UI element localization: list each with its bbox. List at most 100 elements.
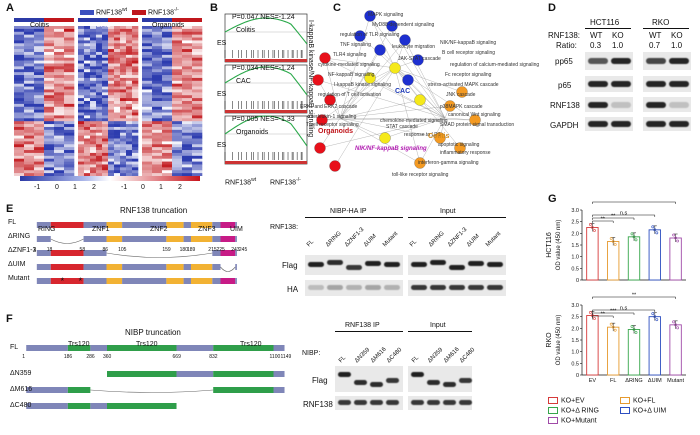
data-point xyxy=(611,240,615,243)
scale-tick: 2 xyxy=(178,184,182,191)
heatmap-group-colitis: Colitis xyxy=(30,22,50,29)
legend-text: KO+Δ RING xyxy=(561,407,599,415)
blot-band xyxy=(646,121,666,127)
data-point xyxy=(589,223,592,226)
panel-f-label: F xyxy=(6,313,13,325)
network-term: canonical Wnt signaling xyxy=(448,112,501,118)
blot-band xyxy=(386,400,399,405)
legend-swatch xyxy=(548,407,558,414)
lane-label: ΔC480 xyxy=(459,347,477,365)
blot-band xyxy=(327,260,343,265)
aa-position: 159 xyxy=(162,247,171,253)
y-tick-label: 3.0 xyxy=(571,303,579,309)
network-term: STAT cascade xyxy=(386,124,418,130)
aa-position: 225 xyxy=(216,247,225,253)
panel-c-label: C xyxy=(333,2,341,14)
network-term: regulation of TLR signaling xyxy=(340,32,400,38)
blot-band xyxy=(427,380,440,385)
blot-label: p65 xyxy=(558,81,572,90)
data-point xyxy=(609,237,613,240)
aa-position: 245 xyxy=(238,247,248,253)
data-point xyxy=(593,229,596,232)
significance-label: ** xyxy=(601,312,606,318)
domain-label: Trs120 xyxy=(136,341,158,348)
significance-label: *** xyxy=(610,309,617,315)
blot-label: RNF138 xyxy=(550,101,580,110)
y-tick-label: 0.5 xyxy=(571,361,579,367)
data-point xyxy=(613,328,617,332)
bar xyxy=(607,326,620,376)
data-point xyxy=(674,323,678,327)
blot-strip xyxy=(585,76,633,92)
network-term: JNK cascade xyxy=(446,92,476,98)
aa-position: 286 xyxy=(86,354,95,360)
gsea-title: Organoids xyxy=(236,129,269,136)
scale-tick: 0 xyxy=(141,184,145,191)
rnf138-row-label: RNF138: xyxy=(548,31,581,40)
blot-band xyxy=(346,265,362,270)
network-term: regulation of T cell activation xyxy=(318,92,382,98)
domain-label: ZNF1 xyxy=(92,226,110,233)
ratio-value: 0.3 xyxy=(590,41,602,50)
aa-position: 243 xyxy=(231,247,240,253)
network-term: MyD88-dependent signaling xyxy=(372,22,435,28)
gsea-xlabel-left: RNF138wt xyxy=(225,177,257,187)
blot-band xyxy=(354,400,367,405)
blot-band xyxy=(611,81,631,87)
construct-label: FL xyxy=(10,344,19,351)
legend-text: KO+EV xyxy=(561,397,585,405)
blot-band xyxy=(669,58,689,64)
nibp-domain-map xyxy=(26,345,285,409)
network-term: interferon-gamma signaling xyxy=(418,160,479,166)
significance-label: n.s xyxy=(620,306,628,312)
data-point xyxy=(632,328,636,331)
nibp-row-label: NIBP: xyxy=(302,350,321,357)
significance-label: ** xyxy=(632,200,637,204)
network-term: TNF signaling xyxy=(340,42,371,48)
y-tick-label: 2.5 xyxy=(571,220,579,226)
x-tick-label: Mutant xyxy=(667,378,684,384)
blot-band xyxy=(459,400,472,405)
aa-position: 360 xyxy=(103,354,112,360)
network-term: I-kappaB kinase signaling xyxy=(334,82,391,88)
blot-band xyxy=(646,81,666,87)
rnf138-row-label: RNF138: xyxy=(270,224,299,231)
scale-tick: 1 xyxy=(159,184,163,191)
panel-d-label: D xyxy=(548,2,556,14)
blot-band xyxy=(468,261,484,266)
network-term: NF-kappaB signaling xyxy=(328,72,375,78)
legend-swatch xyxy=(620,407,630,414)
network-hub-cac: CAC xyxy=(395,88,411,95)
lane-label: ΔZNF1-3 xyxy=(344,226,366,249)
lane-label: ΔN359 xyxy=(427,347,445,365)
blot-band xyxy=(411,262,427,267)
construct-label: Mutant xyxy=(8,275,30,282)
blot-band xyxy=(430,260,446,265)
aa-position: 189 xyxy=(186,247,196,253)
blot-label: pp65 xyxy=(555,57,573,66)
significance-label: ** xyxy=(601,217,606,223)
data-point xyxy=(653,315,657,319)
aa-position: 1 xyxy=(22,354,25,360)
construct-label: ΔRING xyxy=(8,233,31,240)
scale-tick: 1 xyxy=(73,184,77,191)
x-tick-label: ΔUIM xyxy=(648,378,662,384)
lane-label: ΔM616 xyxy=(443,346,461,365)
panel-g-label: G xyxy=(548,193,557,205)
svg-text:*: * xyxy=(61,276,65,286)
blot-band xyxy=(443,400,456,405)
significance-bracket xyxy=(592,214,656,217)
significance-bracket xyxy=(592,220,614,223)
blot-band xyxy=(327,285,343,290)
network-hub-colitis: Colitis xyxy=(428,133,450,140)
blot-band xyxy=(611,58,631,64)
legend-item: KO+Mutant xyxy=(548,417,597,425)
significance-bracket xyxy=(592,315,614,318)
significance-bracket xyxy=(592,201,676,204)
network-term: response to LPS xyxy=(404,132,441,138)
lane-label: FL xyxy=(306,239,316,249)
f-title: NIBP truncation xyxy=(125,328,181,337)
bar-charts: 00.51.01.52.02.53.0OD value (450 nm)HCT1… xyxy=(546,200,686,384)
y-tick-label: 2.0 xyxy=(571,231,579,237)
lane-label: ΔZNF1-3 xyxy=(447,226,469,249)
